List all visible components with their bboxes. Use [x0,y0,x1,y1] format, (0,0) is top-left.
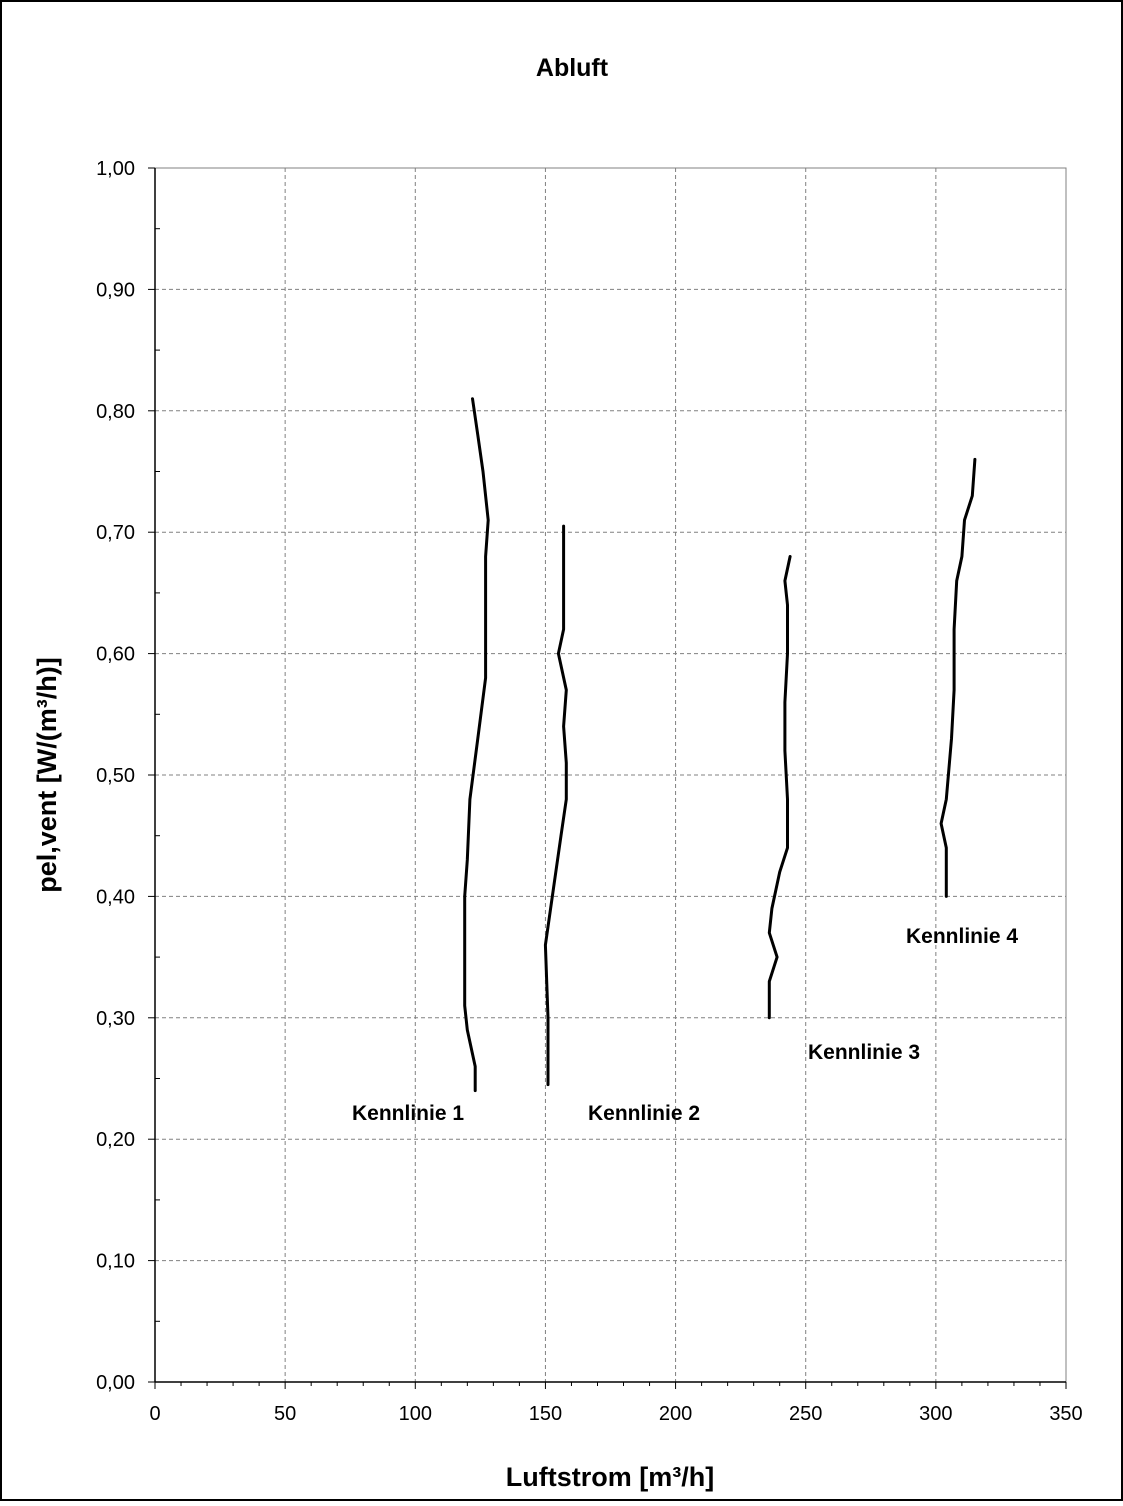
chart-title: Abluft [536,54,609,82]
series-label-kennlinie-4: Kennlinie 4 [906,925,1018,948]
series-label-kennlinie-1: Kennlinie 1 [352,1102,464,1125]
series-line-kennlinie-1 [463,397,490,1093]
series-label-kennlinie-2: Kennlinie 2 [588,1102,700,1125]
x-tick-label: 300 [919,1403,952,1425]
x-tick-label: 0 [149,1403,160,1425]
axes [148,167,1067,1389]
x-tick-label: 150 [529,1403,562,1425]
series-labels: Kennlinie 1 Kennlinie 2 Kennlinie 3 Kennlin… [352,925,1018,1125]
y-tick-label: 1,00 [96,158,135,180]
x-axis-title: Luftstrom [m³/h] [506,1462,714,1492]
y-tick-label: 0,50 [96,765,135,787]
y-tick-label: 0,80 [96,401,135,423]
x-tick-label: 250 [789,1403,822,1425]
series-label-kennlinie-3: Kennlinie 3 [808,1041,920,1064]
series-line-kennlinie-3 [767,555,792,1020]
y-tick-label: 0,30 [96,1008,135,1030]
y-tick-label: 0,00 [96,1372,135,1394]
x-tick-label: 350 [1049,1403,1082,1425]
y-tick-label: 0,70 [96,522,135,544]
x-tick-label: 50 [274,1403,296,1425]
tick-labels: 0 50 100 150 200 250 300 350 0,00 0,10 0,20 0,30 0,4… [96,158,1083,1425]
y-tick-label: 0,60 [96,644,135,666]
y-tick-label: 0,10 [96,1251,135,1273]
series-line-kennlinie-2 [543,524,568,1087]
series-line-kennlinie-4 [939,457,977,898]
y-tick-label: 0,90 [96,279,135,301]
y-tick-label: 0,40 [96,886,135,908]
x-tick-label: 100 [399,1403,432,1425]
grid-lines [155,168,1066,1382]
x-tick-label: 200 [659,1403,692,1425]
y-axis-title: pel,vent [W/(m³/h)] [32,657,62,892]
y-tick-label: 0,20 [96,1129,135,1151]
series-lines [463,397,977,1093]
